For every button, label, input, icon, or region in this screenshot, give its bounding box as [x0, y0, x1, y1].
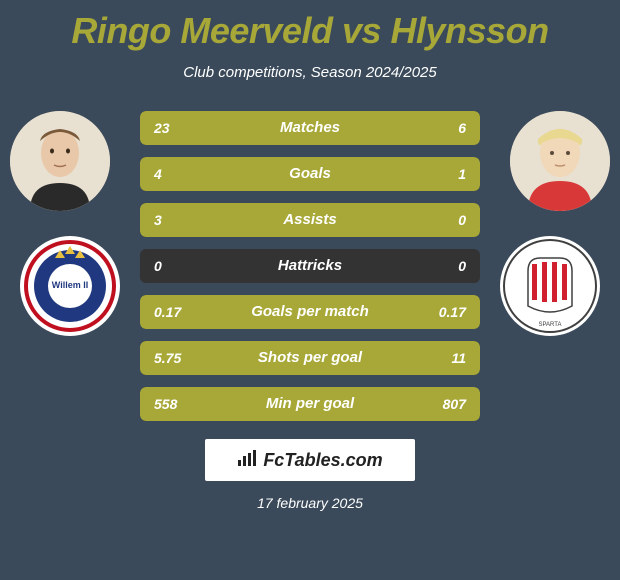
svg-text:Willem II: Willem II	[52, 280, 88, 290]
stat-value-right: 6	[458, 111, 466, 145]
svg-text:tilburg: tilburg	[62, 316, 78, 322]
stat-row: 5.75Shots per goal11	[140, 341, 480, 375]
stat-value-right: 1	[458, 157, 466, 191]
stat-label: Hattricks	[140, 249, 480, 283]
player-right-avatar	[510, 111, 610, 211]
stat-value-right: 0	[458, 203, 466, 237]
stat-label: Shots per goal	[140, 341, 480, 375]
page-title: Ringo Meerveld vs Hlynsson	[0, 0, 620, 52]
stats-list: 23Matches64Goals13Assists00Hattricks00.1…	[140, 111, 480, 421]
stat-row: 4Goals1	[140, 157, 480, 191]
stat-label: Goals	[140, 157, 480, 191]
avatar-placeholder-icon	[510, 111, 610, 211]
sparta-crest-icon: SPARTA	[500, 236, 600, 336]
footer-date: 17 february 2025	[0, 495, 620, 511]
stat-value-right: 807	[443, 387, 466, 421]
club-left-logo: Willem II tilburg	[20, 236, 120, 336]
stat-label: Matches	[140, 111, 480, 145]
subtitle: Club competitions, Season 2024/2025	[0, 64, 620, 81]
player-left-avatar	[10, 111, 110, 211]
site-logo: FcTables.com	[205, 439, 415, 481]
svg-text:SPARTA: SPARTA	[538, 322, 561, 328]
site-name: FcTables.com	[263, 450, 382, 471]
stat-label: Goals per match	[140, 295, 480, 329]
willem-ii-crest-icon: Willem II tilburg	[20, 236, 120, 336]
stat-row: 0.17Goals per match0.17	[140, 295, 480, 329]
comparison-panel: Willem II tilburg SPARTA 23Matches6 4Goal…	[0, 111, 620, 421]
avatar-placeholder-icon	[10, 111, 110, 211]
stat-value-right: 11	[451, 341, 466, 375]
chart-icon	[237, 450, 257, 471]
stat-value-right: 0.17	[439, 295, 466, 329]
stat-value-right: 0	[458, 249, 466, 283]
stat-label: Min per goal	[140, 387, 480, 421]
stat-row: 0Hattricks0	[140, 249, 480, 283]
stat-row: 558Min per goal807	[140, 387, 480, 421]
stat-row: 23Matches6	[140, 111, 480, 145]
stat-label: Assists	[140, 203, 480, 237]
stat-row: 3Assists0	[140, 203, 480, 237]
club-right-logo: SPARTA	[500, 236, 600, 336]
